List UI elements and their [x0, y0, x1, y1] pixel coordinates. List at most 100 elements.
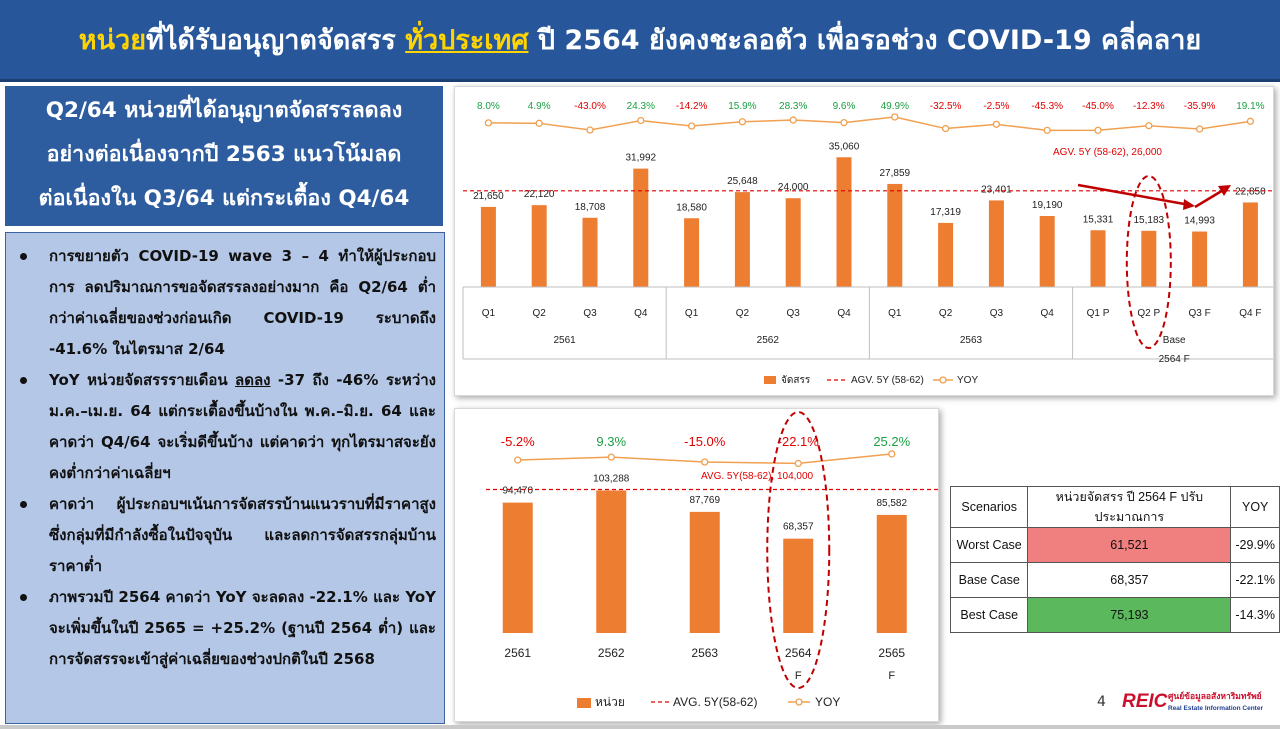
legend-label: AGV. 5Y (58-62)	[851, 375, 924, 386]
table-cell: Best Case	[949, 597, 1029, 633]
yoy-point	[1195, 125, 1204, 133]
trend-arrow-down	[1077, 183, 1191, 207]
bar	[988, 200, 1004, 287]
legend-label: จัดสรร	[781, 375, 811, 386]
bar-value-label: 17,319	[930, 207, 961, 218]
yoy-point	[992, 120, 1001, 128]
bar	[887, 183, 903, 287]
group-label: 2561	[553, 335, 576, 346]
yoy-point	[484, 119, 493, 127]
legend-label: YOY	[957, 375, 978, 386]
yoy-point	[794, 459, 802, 468]
bar-value-label: 22,850	[1235, 186, 1266, 197]
category-label: Q4	[1041, 308, 1055, 319]
category-label: Q2	[939, 308, 953, 319]
table-row: Best Case 75,193 -14.3%	[949, 597, 1280, 633]
bullet-text: -37 ถึง -46% ระหว่าง ม.ค.–เม.ย. 64 แต่กร…	[49, 371, 436, 482]
bar-value-label: 103,288	[593, 473, 630, 484]
headline-line: อย่างต่อเนื่องจากปี 2563 แนวโน้มลด	[46, 142, 402, 167]
table-cell: -14.3%	[1230, 597, 1280, 633]
bar	[938, 222, 954, 287]
yoy-label: -22.1%	[778, 434, 820, 449]
yoy-label: -15.0%	[684, 434, 726, 449]
logo-eng: Real Estate Information Center	[1168, 705, 1263, 712]
yoy-label: -35.9%	[1184, 101, 1216, 112]
bullet-item: คาดว่า ผู้ประกอบฯเน้นการจัดสรรบ้านแนวราบ…	[16, 489, 436, 582]
legend-marker-yoy	[939, 376, 947, 384]
yoy-point	[687, 122, 696, 130]
category-label: 2565	[878, 646, 905, 660]
bar-value-label: 15,183	[1134, 215, 1165, 226]
yoy-point	[607, 453, 615, 461]
table-cell: Base Case	[949, 562, 1029, 598]
yoy-point	[535, 119, 543, 127]
annual-chart-panel: 94,470 103,288 87,769 68,357 85,582 2561 2562 2…	[454, 408, 939, 722]
logo-mark: REIC	[1122, 691, 1168, 712]
group-label: 2564 F	[1159, 354, 1190, 365]
yoy-point	[586, 126, 594, 134]
category-label: Q2	[533, 308, 547, 319]
trend-arrowhead	[1218, 185, 1231, 196]
category-label: Q1	[482, 308, 496, 319]
bar-value-label: 27,859	[880, 168, 911, 179]
yoy-label: -2.5%	[983, 101, 1009, 112]
category-label: 2563	[691, 646, 718, 660]
bar	[684, 218, 700, 287]
title-text: ที่ได้รับอนุญาตจัดสรร	[146, 25, 406, 56]
yoy-label: -32.5%	[930, 101, 962, 112]
table-cell: 68,357	[1027, 562, 1232, 598]
bar-value-label: 25,648	[727, 176, 758, 187]
bar-value-label: 18,708	[575, 202, 606, 213]
yoy-label: -14.2%	[676, 101, 708, 112]
yoy-point	[1145, 122, 1153, 130]
annual-chart: 94,470 103,288 87,769 68,357 85,582 2561 2562 2…	[486, 411, 939, 709]
yoy-label: -45.0%	[1082, 101, 1114, 112]
table-header: หน่วยจัดสรร ปี 2564 F ปรับประมาณการ	[1027, 486, 1232, 528]
legend-marker-yoy	[795, 698, 803, 706]
yoy-point	[514, 456, 522, 464]
yoy-label: 9.6%	[833, 101, 856, 112]
avg-annotation: AVG. 5Y(58-62), 104,000	[701, 471, 814, 482]
bullet-dot-icon	[20, 501, 27, 508]
category-label: Q3	[787, 308, 801, 319]
bar	[596, 490, 627, 633]
yoy-point	[840, 119, 848, 127]
bar-value-label: 85,582	[876, 498, 907, 509]
category-sublabel: F	[888, 670, 895, 682]
legend-swatch-bar	[577, 698, 591, 708]
bar	[633, 168, 649, 287]
group-label: 2562	[757, 335, 780, 346]
bar-value-label: 24,000	[778, 182, 809, 193]
category-label: Q2 P	[1137, 308, 1160, 319]
yoy-point	[941, 124, 950, 133]
bar	[1090, 230, 1106, 287]
category-label: 2562	[598, 646, 625, 660]
quarterly-chart-panel: 21,650 22,120 18,708 31,992 18,580 25,648 24,0…	[454, 86, 1277, 396]
yoy-label: -45.3%	[1031, 101, 1063, 112]
bullet-item: YoY หน่วยจัดสรรรายเดือน ลดลง -37 ถึง -46…	[16, 365, 436, 489]
logo-bg	[1120, 690, 1164, 710]
bullet-panel: การขยายตัว COVID-19 wave 3 – 4 ทำให้ผู้ป…	[5, 232, 445, 724]
yoy-point	[891, 113, 899, 121]
table-cell: -29.9%	[1230, 527, 1280, 563]
table-row: Base Case 68,357 -22.1%	[949, 562, 1280, 598]
bar	[836, 157, 852, 287]
category-label: Q1	[685, 308, 699, 319]
bar	[531, 205, 547, 287]
bar	[480, 206, 496, 287]
yoy-point	[738, 118, 747, 126]
bar-value-label: 87,769	[689, 495, 720, 506]
yoy-point	[888, 450, 896, 458]
legend-label: AVG. 5Y(58-62)	[673, 695, 757, 709]
yoy-point	[789, 116, 797, 124]
category-label: Q3 F	[1188, 308, 1210, 319]
yoy-line	[488, 116, 1251, 132]
headline-box: Q2/64 หน่วยที่ได้อนุญาตจัดสรรลดลง อย่างต…	[5, 86, 443, 226]
yoy-label: 19.1%	[1236, 101, 1264, 112]
bar	[783, 538, 814, 633]
highlight-ellipse	[1125, 175, 1172, 349]
category-label: Q3	[990, 308, 1004, 319]
yoy-label: 25.2%	[873, 434, 910, 449]
bar	[689, 511, 720, 633]
table-cell: 75,193	[1027, 597, 1232, 633]
